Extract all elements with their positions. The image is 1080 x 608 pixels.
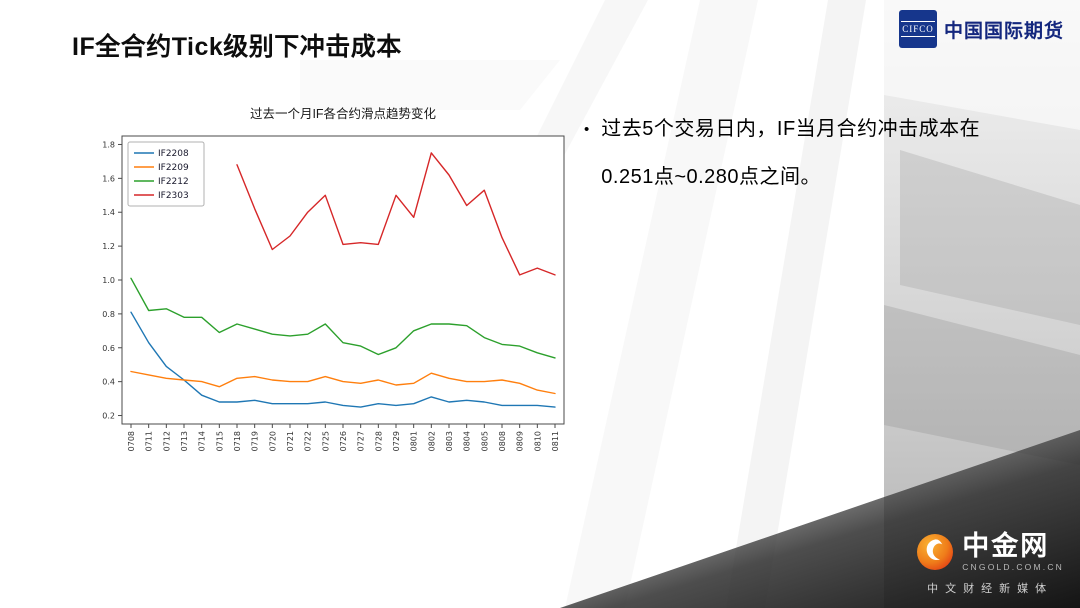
svg-text:0808: 0808 bbox=[498, 431, 507, 451]
svg-text:0.2: 0.2 bbox=[102, 412, 115, 421]
cngold-domain: CNGOLD.COM.CN bbox=[962, 562, 1064, 572]
cngold-logo-top: 中金网 CNGOLD.COM.CN bbox=[916, 530, 1064, 572]
bullet-text: 过去5个交易日内，IF当月合约冲击成本在 0.251点~0.280点之间。 bbox=[601, 116, 980, 212]
cngold-tagline: 中文财经新媒体 bbox=[927, 583, 1054, 595]
svg-text:0711: 0711 bbox=[145, 431, 154, 451]
chart-block: 过去一个月IF各合约滑点趋势变化 0.2 0.4 0.6 0.8 1.0 1.2 1.4 1.… bbox=[82, 103, 574, 469]
svg-text:1.2: 1.2 bbox=[102, 242, 115, 251]
page-title: IF全合约Tick级别下冲击成本 bbox=[72, 33, 402, 61]
svg-text:1.6: 1.6 bbox=[102, 174, 115, 183]
svg-text:0721: 0721 bbox=[286, 431, 295, 451]
cifco-logo-mark: CIFCO bbox=[898, 10, 937, 48]
svg-text:1.8: 1.8 bbox=[102, 140, 115, 149]
svg-text:0726: 0726 bbox=[339, 431, 348, 451]
svg-text:0713: 0713 bbox=[180, 431, 189, 451]
svg-text:0722: 0722 bbox=[304, 431, 313, 451]
svg-text:0801: 0801 bbox=[410, 431, 419, 451]
svg-text:0708: 0708 bbox=[127, 431, 136, 451]
cngold-name: 中金网 bbox=[962, 530, 1050, 561]
bullet-marker: • bbox=[584, 121, 590, 138]
svg-text:1.4: 1.4 bbox=[102, 208, 115, 217]
svg-text:0802: 0802 bbox=[427, 431, 436, 451]
bullet-point: • 过去5个交易日内，IF当月合约冲击成本在 0.251点~0.280点之间。 bbox=[584, 116, 1062, 212]
cngold-logo: 中金网 CNGOLD.COM.CN 中文财经新媒体 bbox=[916, 530, 1064, 596]
svg-text:0804: 0804 bbox=[463, 431, 472, 451]
svg-text:IF2209: IF2209 bbox=[158, 163, 189, 173]
cifco-logo: CIFCO 中国国际期货 bbox=[898, 10, 1064, 48]
svg-text:0809: 0809 bbox=[516, 431, 525, 451]
svg-text:0805: 0805 bbox=[480, 431, 489, 451]
bullet-line-1: 过去5个交易日内，IF当月合约冲击成本在 bbox=[601, 118, 981, 140]
svg-text:0714: 0714 bbox=[198, 431, 207, 451]
svg-text:0728: 0728 bbox=[374, 431, 383, 451]
svg-text:IF2208: IF2208 bbox=[158, 149, 189, 159]
svg-text:0811: 0811 bbox=[551, 431, 560, 451]
svg-text:IF2303: IF2303 bbox=[158, 191, 189, 201]
svg-text:0.6: 0.6 bbox=[102, 344, 115, 353]
svg-text:0.8: 0.8 bbox=[102, 310, 115, 319]
svg-text:0718: 0718 bbox=[233, 431, 242, 451]
cifco-logo-text: CIFCO bbox=[901, 21, 935, 37]
svg-text:0.4: 0.4 bbox=[102, 378, 115, 387]
cngold-wordmark: 中金网 CNGOLD.COM.CN bbox=[962, 530, 1064, 572]
cngold-flame-icon bbox=[917, 533, 954, 570]
cifco-company-name: 中国国际期货 bbox=[943, 20, 1064, 42]
svg-text:0803: 0803 bbox=[445, 431, 454, 451]
bullet-line-2: 0.251点~0.280点之间。 bbox=[601, 166, 822, 188]
svg-text:IF2212: IF2212 bbox=[158, 177, 189, 187]
svg-text:1.0: 1.0 bbox=[102, 276, 115, 285]
svg-text:0727: 0727 bbox=[357, 431, 366, 451]
svg-text:0720: 0720 bbox=[268, 431, 277, 451]
svg-text:0712: 0712 bbox=[162, 431, 171, 451]
svg-text:0715: 0715 bbox=[215, 431, 224, 451]
svg-text:0810: 0810 bbox=[533, 431, 542, 451]
svg-text:0729: 0729 bbox=[392, 431, 401, 451]
chart-title: 过去一个月IF各合约滑点趋势变化 bbox=[249, 107, 437, 121]
slippage-trend-line-chart: 0.2 0.4 0.6 0.8 1.0 1.2 1.4 1.6 1.8 0708 0711 0712 0… bbox=[102, 135, 565, 451]
svg-text:0719: 0719 bbox=[251, 431, 260, 451]
svg-text:0725: 0725 bbox=[321, 431, 330, 451]
